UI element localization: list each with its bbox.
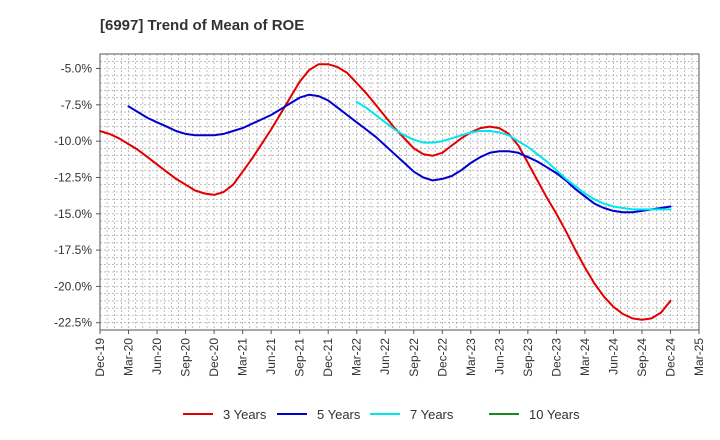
x-tick-label: Jun-24 [606,338,620,375]
legend-label: 5 Years [317,407,361,422]
x-tick-label: Sep-22 [407,338,421,377]
x-tick-label: Mar-21 [236,338,250,376]
y-tick-label: -7.5% [61,98,93,112]
x-tick-label: Dec-24 [663,338,677,377]
y-tick-label: -20.0% [54,279,92,293]
x-tick-label: Sep-24 [635,338,649,377]
y-tick-label: -15.0% [54,207,92,221]
x-tick-label: Mar-24 [578,338,592,376]
legend-label: 10 Years [529,407,580,422]
legend-label: 7 Years [410,407,454,422]
y-tick-label: -10.0% [54,134,92,148]
y-tick-label: -5.0% [61,62,93,76]
x-tick-label: Mar-22 [350,338,364,376]
x-tick-label: Jun-22 [378,338,392,375]
x-tick-label: Mar-25 [692,338,706,376]
x-tick-label: Sep-23 [521,338,535,377]
y-tick-label: -22.5% [54,316,92,330]
x-tick-label: Dec-20 [207,338,221,377]
x-axis-ticks: Dec-19 Mar-20 Jun-20 Sep-20 Dec-20 Mar-21 Jun-… [93,330,706,377]
x-tick-label: Dec-22 [435,338,449,377]
x-tick-label: Jun-23 [492,338,506,375]
grid [100,54,699,330]
series-line-3-years [99,63,672,321]
x-tick-label: Mar-20 [122,338,136,376]
series-lines [99,63,672,321]
x-tick-label: Dec-19 [93,338,107,377]
legend: 3 Years 5 Years 7 Years 10 Years [183,407,580,422]
x-tick-label: Dec-23 [549,338,563,377]
y-tick-label: -12.5% [54,170,92,184]
x-tick-label: Mar-23 [464,338,478,376]
x-tick-label: Dec-21 [321,338,335,377]
chart-title: [6997] Trend of Mean of ROE [100,17,304,34]
series-line-5-years [127,93,672,214]
y-tick-label: -17.5% [54,243,92,257]
legend-label: 3 Years [223,407,267,422]
x-tick-label: Sep-20 [179,338,193,377]
plot-border [99,53,700,331]
series-line-7-years [355,100,672,211]
x-tick-label: Jun-20 [150,338,164,375]
y-axis-ticks: -5.0% -7.5% -10.0% -12.5% -15.0% -17.5% -20.0%… [54,62,100,330]
x-tick-label: Sep-21 [293,338,307,377]
x-tick-label: Jun-21 [264,338,278,375]
